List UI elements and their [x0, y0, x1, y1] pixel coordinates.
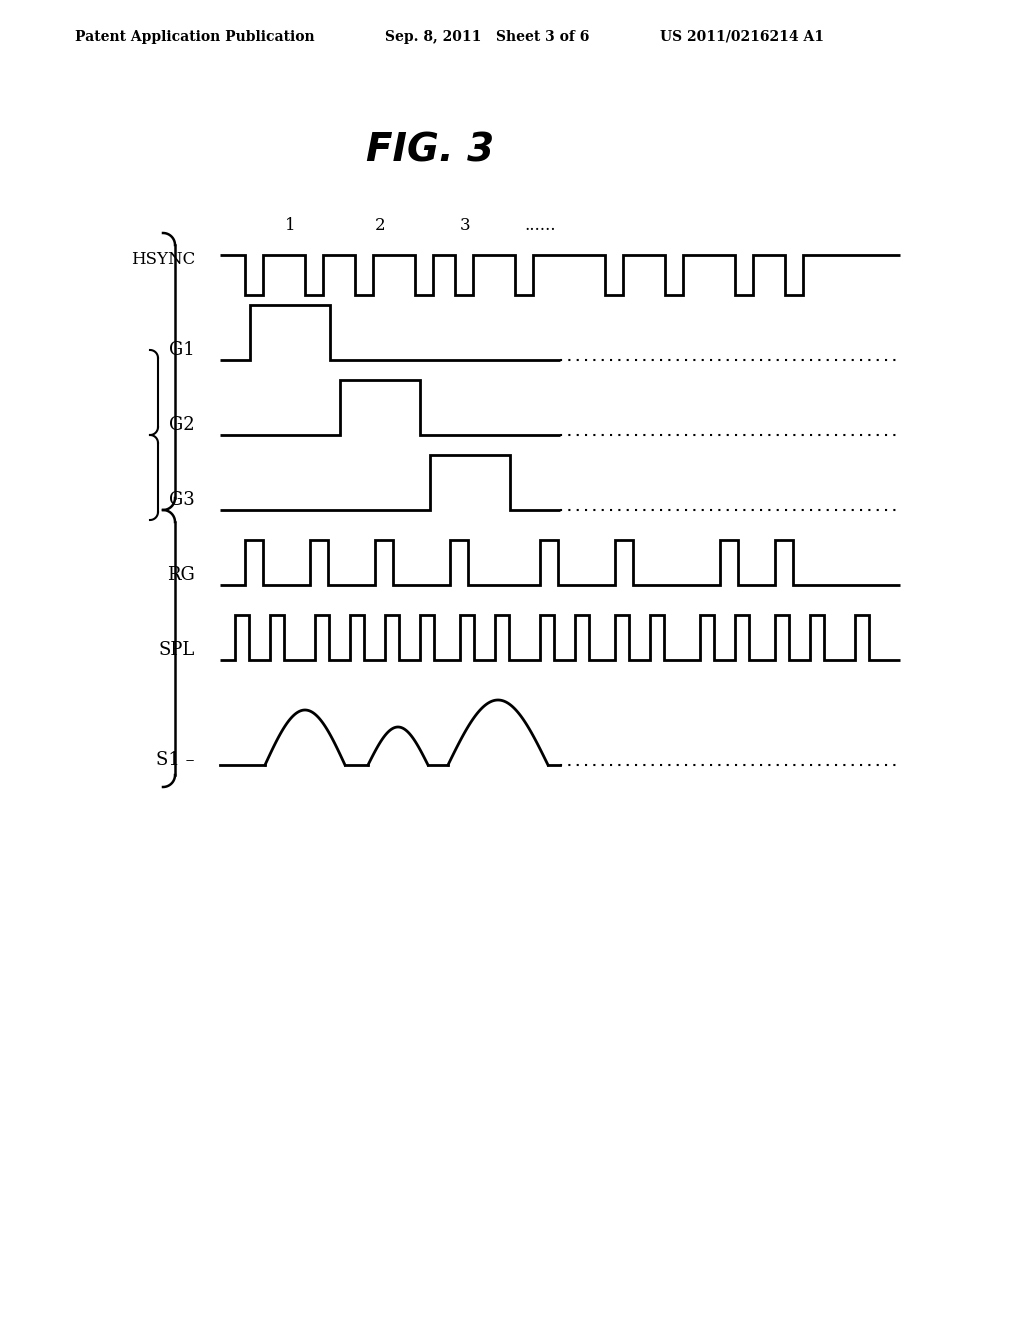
Text: G1: G1: [169, 341, 195, 359]
Text: G2: G2: [169, 416, 195, 434]
Text: US 2011/0216214 A1: US 2011/0216214 A1: [660, 30, 824, 44]
Text: 3: 3: [460, 216, 470, 234]
Text: SPL: SPL: [159, 642, 195, 659]
Text: G3: G3: [169, 491, 195, 510]
Text: ......: ......: [524, 216, 556, 234]
Text: Sep. 8, 2011   Sheet 3 of 6: Sep. 8, 2011 Sheet 3 of 6: [385, 30, 590, 44]
Text: FIG. 3: FIG. 3: [366, 131, 494, 169]
Text: HSYNC: HSYNC: [131, 252, 195, 268]
Text: RG: RG: [167, 566, 195, 583]
Text: 1: 1: [285, 216, 295, 234]
Text: 2: 2: [375, 216, 385, 234]
Text: S1 –: S1 –: [157, 751, 195, 770]
Text: Patent Application Publication: Patent Application Publication: [75, 30, 314, 44]
